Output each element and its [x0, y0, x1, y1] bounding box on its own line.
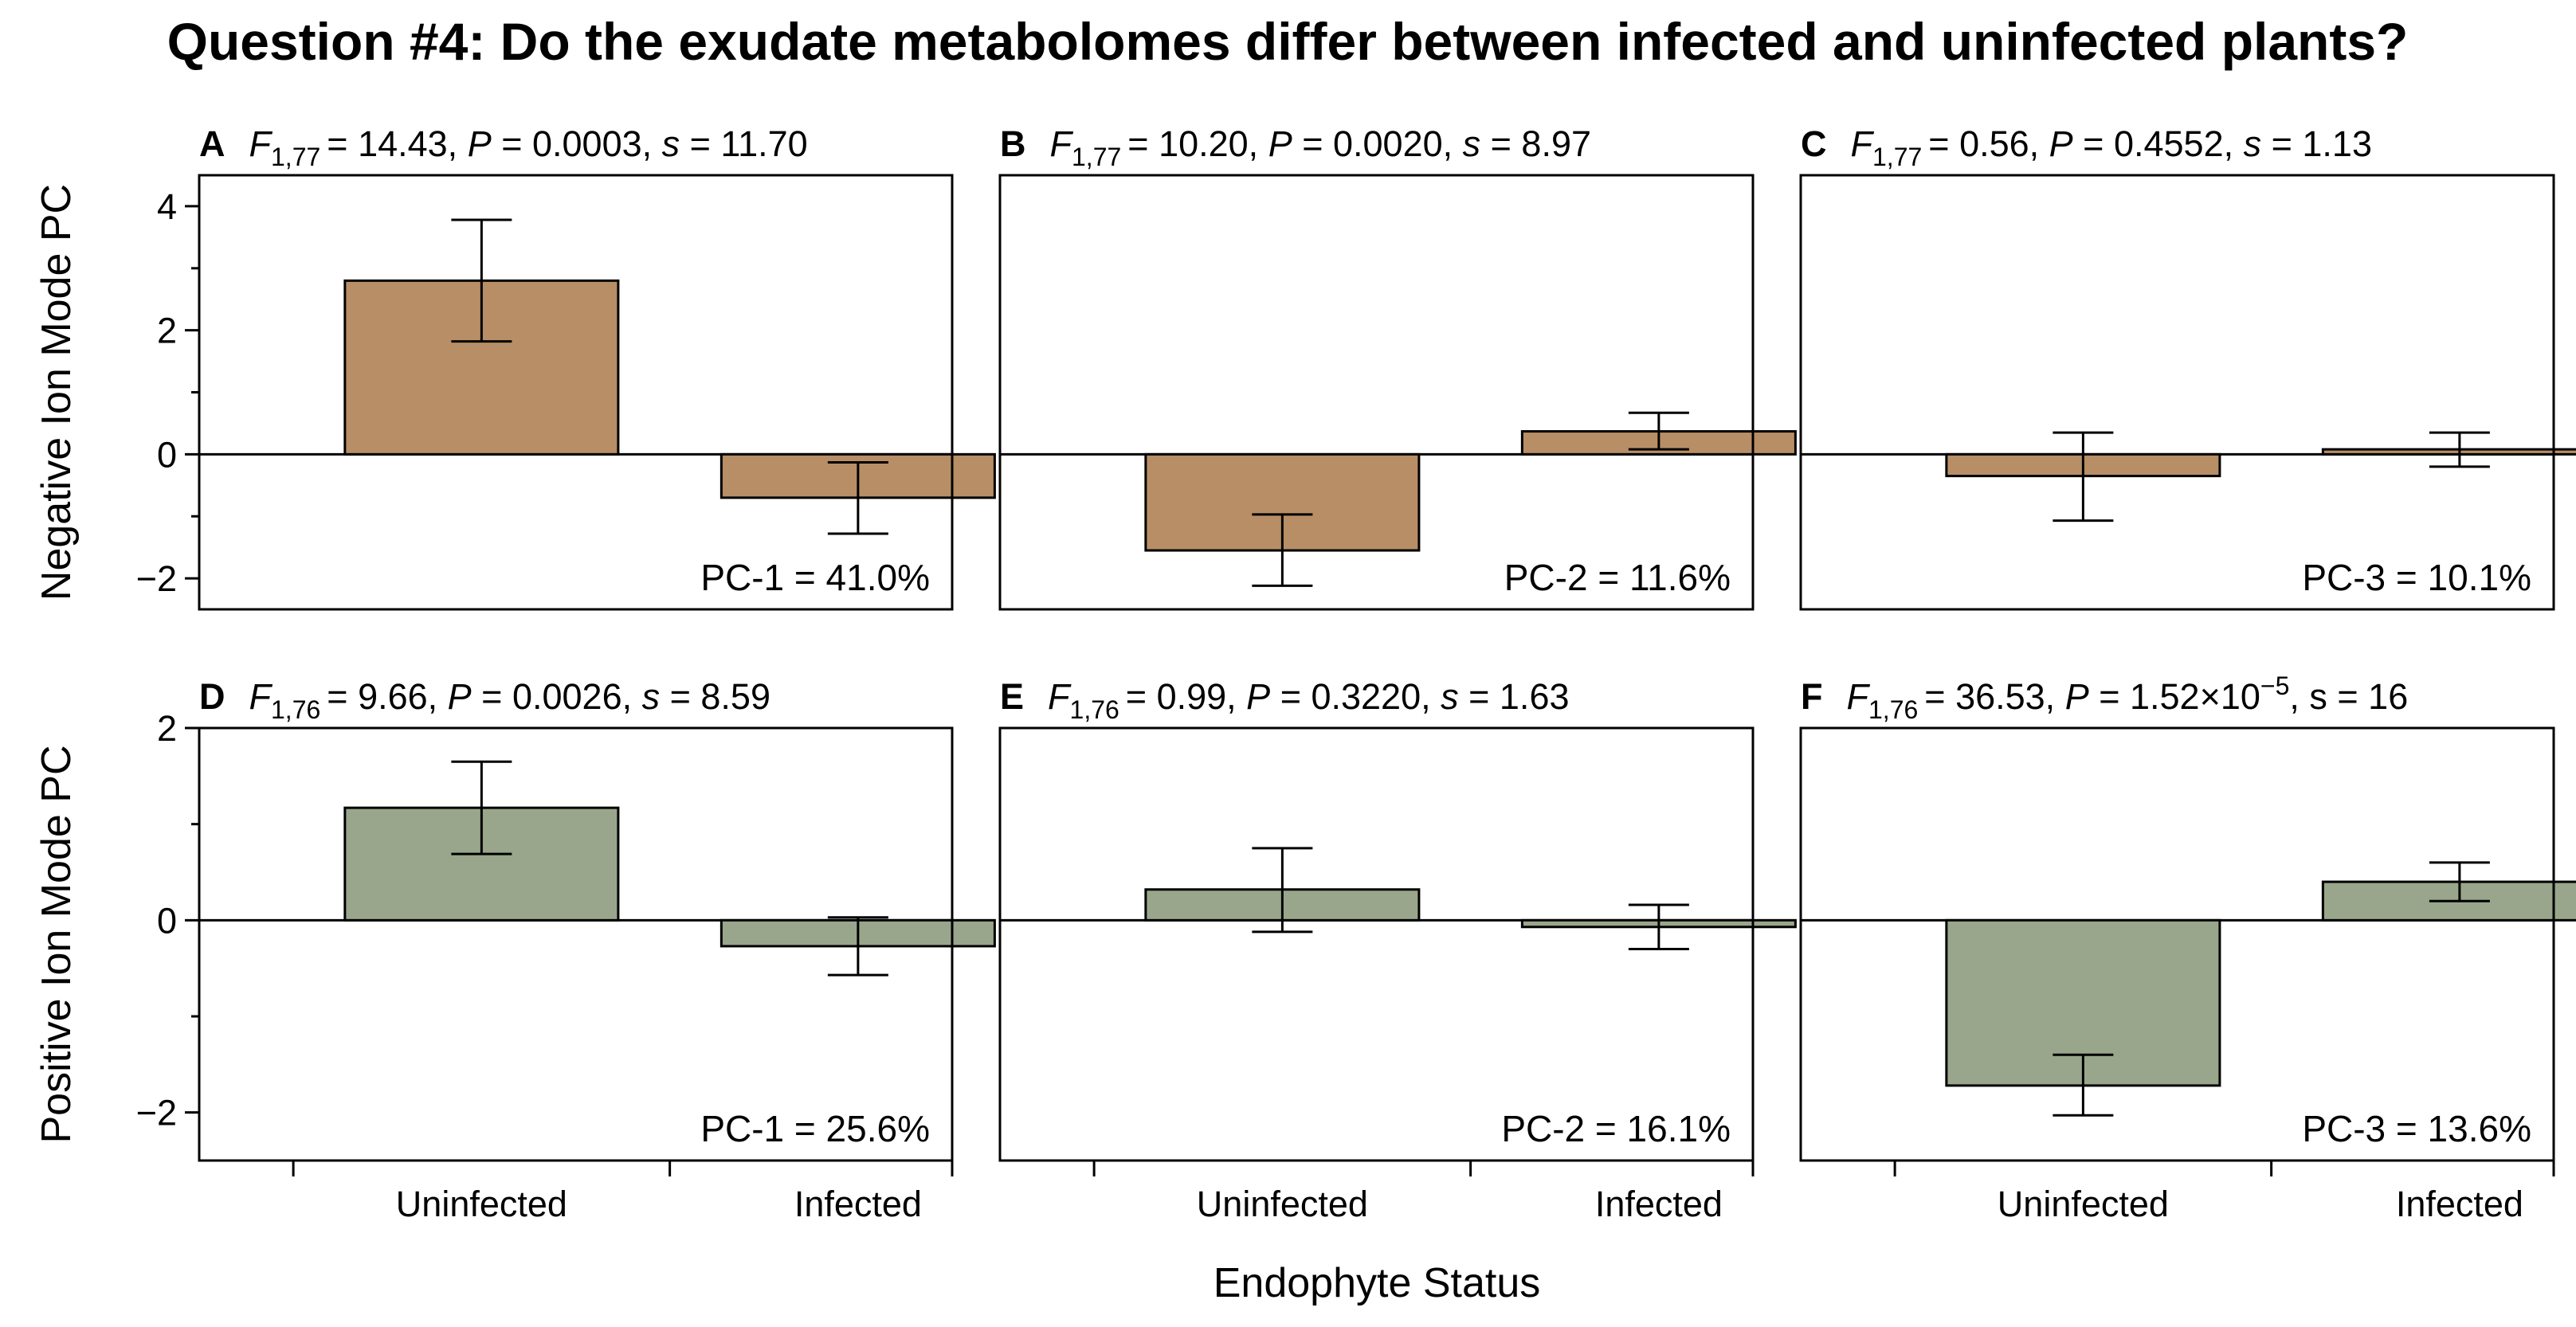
- stat-Fval: = 0.99,: [1126, 676, 1246, 717]
- plot-frame: [998, 174, 1755, 611]
- stat-F: F: [1048, 676, 1072, 717]
- panel-letter: A: [199, 123, 225, 164]
- pc-variance-label: PC-3 = 10.1%: [2302, 557, 2531, 598]
- stat-P: P: [1246, 676, 1270, 717]
- y-axis-label: Positive Ion Mode PC: [33, 745, 80, 1143]
- chart-panel-d: −2 0 2 Uninfected Infected D F1,76 = 9.66, P = …: [136, 676, 996, 1224]
- stat-P: P: [448, 676, 472, 717]
- stat-Pval: = 0.4552,: [2073, 123, 2244, 164]
- stat-Pval: = 0.0003,: [492, 123, 662, 164]
- panel-letter: D: [199, 676, 225, 717]
- stat-df: 1,76: [271, 695, 320, 724]
- stat-P: P: [2065, 676, 2089, 717]
- stat-exp: −5: [2260, 671, 2289, 700]
- chart-panel-e: Uninfected Infected E F1,76 = 0.99, P = 0.32…: [998, 676, 1797, 1224]
- pc-variance-label: PC-2 = 16.1%: [1501, 1108, 1731, 1149]
- stat-s: s: [2244, 123, 2262, 164]
- panels-group: Negative Ion Mode PC Positive Ion Mode PC…: [33, 123, 2576, 1224]
- stat-sval: , s = 16: [2289, 676, 2408, 717]
- stat-Fval: = 10.20,: [1127, 123, 1268, 164]
- stat-df: 1,77: [271, 143, 320, 171]
- panel-stats: E F1,76 = 0.99, P = 0.3220, s = 1.63: [1000, 676, 1570, 724]
- stat-Pval: = 0.0020,: [1292, 123, 1463, 164]
- stat-Fval: = 0.56,: [1928, 123, 2049, 164]
- stat-df: 1,77: [1072, 143, 1121, 171]
- stat-df: 1,77: [1872, 143, 1922, 171]
- stat-s: s: [1463, 123, 1481, 164]
- y-tick-label: 0: [157, 434, 177, 475]
- x-tick-label-infected: Infected: [794, 1184, 922, 1224]
- panel-letter: E: [1000, 676, 1024, 717]
- stat-F: F: [1851, 123, 1875, 164]
- stat-F: F: [249, 123, 273, 164]
- stat-s: s: [662, 123, 680, 164]
- bar-infected: [2321, 448, 2576, 456]
- x-axis-label: Endophyte Status: [1214, 1260, 1541, 1306]
- y-tick-label: 2: [157, 708, 177, 749]
- stat-sval: = 11.70: [680, 123, 808, 164]
- stat-F: F: [249, 676, 273, 717]
- x-tick-label-uninfected: Uninfected: [1197, 1184, 1368, 1224]
- panel-letter: F: [1801, 676, 1823, 717]
- stat-sval: = 1.63: [1459, 676, 1570, 717]
- y-tick-label: −2: [136, 558, 177, 599]
- pc-variance-label: PC-1 = 41.0%: [700, 557, 930, 598]
- stat-s: s: [642, 676, 661, 717]
- y-tick-label: 0: [157, 900, 177, 941]
- figure-title: Question #4: Do the exudate metabolomes …: [167, 12, 2409, 71]
- pc-variance-label: PC-3 = 13.6%: [2302, 1108, 2531, 1149]
- pc-variance-label: PC-1 = 25.6%: [700, 1108, 930, 1149]
- stat-Fval: = 9.66,: [327, 676, 447, 717]
- plot-frame: [1799, 726, 2555, 1162]
- panel-stats: F F1,76 = 36.53, P = 1.52×10−5, s = 16: [1801, 671, 2408, 724]
- stat-F: F: [1050, 123, 1074, 164]
- panel-letter: B: [1000, 123, 1026, 164]
- x-tick-label-infected: Infected: [2396, 1184, 2523, 1224]
- stat-P: P: [2049, 123, 2073, 164]
- stat-Pval: = 0.3220,: [1270, 676, 1441, 717]
- stat-Fval: = 14.43,: [327, 123, 467, 164]
- x-tick-label-uninfected: Uninfected: [1998, 1184, 2169, 1224]
- stat-F: F: [1847, 676, 1871, 717]
- stat-s: s: [1441, 676, 1459, 717]
- stat-df: 1,76: [1868, 695, 1918, 724]
- y-tick-label: 4: [157, 186, 177, 227]
- stat-df: 1,76: [1070, 695, 1119, 724]
- stat-Fval: = 36.53,: [1924, 676, 2064, 717]
- plot-frame: [1799, 174, 2555, 611]
- x-tick-label-infected: Infected: [1595, 1184, 1723, 1224]
- y-axis-label: Negative Ion Mode PC: [33, 184, 80, 601]
- stat-Pval: = 0.0026,: [472, 676, 642, 717]
- pc-variance-label: PC-2 = 11.6%: [1504, 557, 1731, 598]
- chart-panel-b: B F1,77 = 10.20, P = 0.0020, s = 8.97 PC-2 …: [998, 123, 1797, 611]
- panel-letter: C: [1801, 123, 1827, 164]
- stat-P: P: [468, 123, 492, 164]
- stat-Pval: = 1.52×10: [2089, 676, 2260, 717]
- plot-frame: [198, 726, 954, 1162]
- stat-sval: = 1.13: [2261, 123, 2372, 164]
- stat-sval: = 8.97: [1480, 123, 1591, 164]
- chart-panel-c: C F1,77 = 0.56, P = 0.4552, s = 1.13 PC-3 =…: [1799, 123, 2576, 611]
- plot-frame: [998, 726, 1755, 1162]
- y-tick-label: −2: [136, 1093, 177, 1133]
- panel-stats: C F1,77 = 0.56, P = 0.4552, s = 1.13: [1801, 123, 2372, 171]
- panel-stats: B F1,77 = 10.20, P = 0.0020, s = 8.97: [1000, 123, 1591, 171]
- x-tick-label-uninfected: Uninfected: [396, 1184, 567, 1224]
- stat-P: P: [1268, 123, 1292, 164]
- panel-stats: D F1,76 = 9.66, P = 0.0026, s = 8.59: [199, 676, 770, 724]
- y-tick-label: 2: [157, 311, 177, 351]
- panel-stats: A F1,77 = 14.43, P = 0.0003, s = 11.70: [199, 123, 808, 171]
- stat-sval: = 8.59: [660, 676, 770, 717]
